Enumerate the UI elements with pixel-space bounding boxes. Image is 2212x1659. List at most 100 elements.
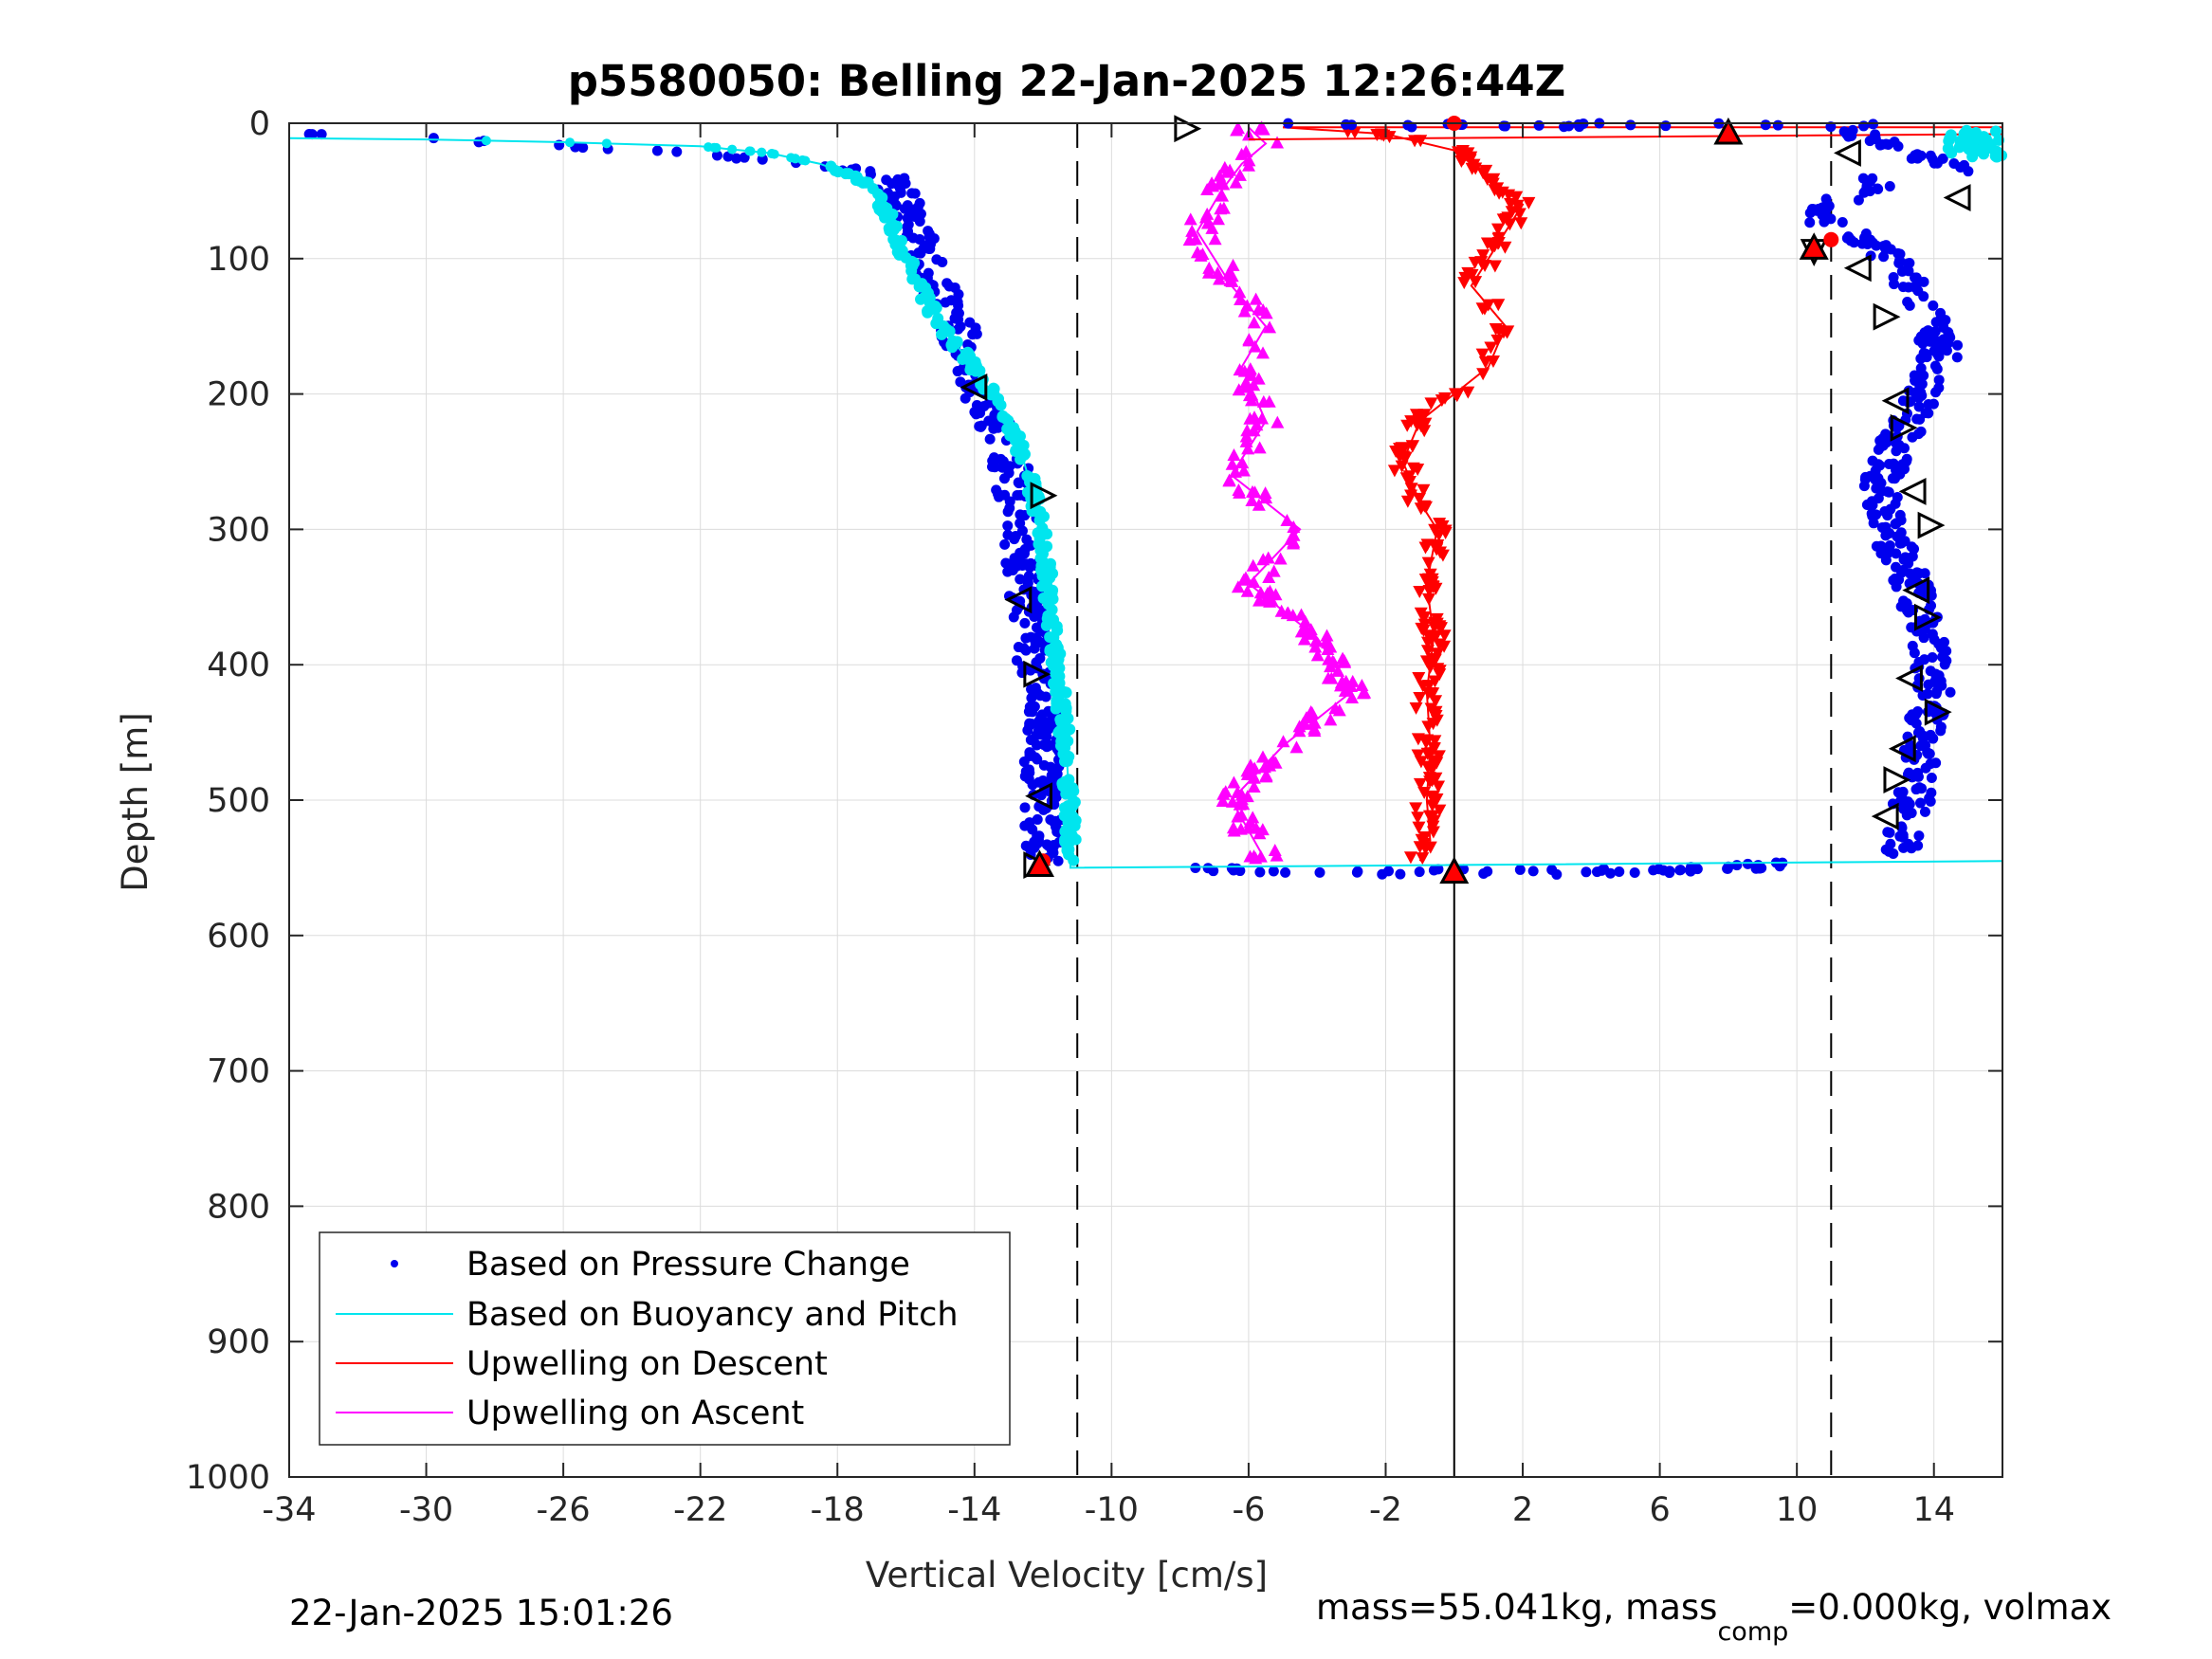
x-tick-label: -14	[947, 1491, 1001, 1529]
pressure-marker	[1280, 866, 1291, 878]
descent-marker	[1409, 702, 1423, 715]
pressure-marker	[996, 462, 1008, 473]
pressure-marker	[1202, 863, 1214, 874]
descent-marker	[1461, 386, 1475, 399]
pressure-marker	[1016, 525, 1028, 537]
x-tick-label: -22	[673, 1491, 727, 1529]
pressure-marker	[1861, 180, 1873, 191]
buoyancy-marker	[1041, 528, 1053, 540]
ascent-marker	[1233, 285, 1247, 299]
pressure-marker	[1514, 864, 1526, 875]
legend-label-pressure: Based on Pressure Change	[466, 1246, 910, 1284]
x-tick-label: 6	[1649, 1491, 1670, 1529]
descent-marker	[1413, 691, 1427, 704]
y-axis-label: Depth [m]	[115, 712, 155, 891]
buoyancy-marker	[1052, 653, 1065, 665]
event-markers	[960, 115, 1971, 884]
ascent-marker	[1216, 794, 1230, 808]
pressure-marker	[1019, 802, 1031, 813]
pressure-marker	[1843, 231, 1855, 243]
ascent-marker	[1280, 514, 1294, 527]
pressure-marker	[1926, 330, 1937, 341]
pressure-marker	[1933, 374, 1945, 386]
footer-mass-suffix: =0.000kg, volmax	[1788, 1587, 2111, 1628]
ascent-marker	[1247, 575, 1261, 589]
descent-marker	[1478, 356, 1492, 369]
pressure-marker	[1033, 687, 1044, 699]
ascent-marker	[1252, 441, 1267, 454]
pressure-marker	[1022, 724, 1033, 736]
pressure-marker	[1912, 727, 1924, 738]
descent-marker	[1501, 211, 1515, 225]
pressure-marker	[1923, 679, 1934, 690]
pressure-marker	[1888, 458, 1899, 469]
pressure-marker	[1478, 867, 1490, 879]
x-tick-label: -6	[1232, 1491, 1265, 1529]
ascent-marker	[1271, 136, 1285, 149]
descent-marker	[1412, 414, 1426, 428]
ascent-marker	[1247, 316, 1261, 329]
pressure-marker	[1911, 277, 1923, 288]
open-triangle-marker	[1025, 782, 1052, 811]
pressure-marker	[1772, 119, 1783, 131]
ascent-marker	[1241, 821, 1255, 834]
descent-marker	[1404, 483, 1418, 496]
descent-marker	[1430, 793, 1444, 806]
pressure-marker	[1527, 866, 1539, 877]
descent-marker	[1490, 334, 1505, 347]
pressure-marker	[1015, 547, 1026, 558]
y-tick-label: 100	[207, 241, 270, 279]
open-triangle-marker	[1924, 698, 1952, 726]
open-triangle-marker	[1902, 576, 1930, 605]
pressure-marker	[1963, 166, 1974, 177]
pressure-marker	[1928, 300, 1939, 311]
ascent-marker	[1182, 233, 1197, 246]
descent-marker	[1435, 549, 1450, 562]
descent-marker	[1412, 821, 1426, 834]
buoyancy-marker	[1059, 741, 1071, 754]
pressure-marker	[945, 295, 957, 306]
series	[288, 118, 2008, 880]
pressure-marker	[1941, 655, 1952, 666]
pressure-marker	[1880, 138, 1892, 150]
pressure-marker	[1046, 845, 1057, 856]
buoyancy-marker	[978, 383, 990, 395]
pressure-marker	[1032, 813, 1043, 825]
descent-marker	[1437, 640, 1452, 653]
y-tick-label: 800	[207, 1188, 270, 1226]
pressure-marker	[1914, 413, 1926, 425]
x-axis-ticks: -34 -30 -26 -22 -18 -14 -10 -6 -2 2 6 10 14	[262, 123, 1955, 1529]
descent-marker	[1484, 341, 1498, 355]
ascent-points	[1182, 120, 1372, 865]
descent-marker	[1514, 217, 1528, 230]
descent-marker	[1423, 747, 1437, 760]
pressure-marker	[306, 129, 318, 140]
descent-marker	[1397, 443, 1411, 456]
buoyancy-marker	[1050, 702, 1062, 715]
buoyancy-marker	[1961, 124, 1973, 137]
pressure-marker	[1888, 848, 1899, 859]
ascent-marker	[1271, 415, 1285, 428]
descent-marker	[1429, 772, 1443, 785]
pressure-marker	[984, 433, 996, 445]
pressure-marker	[1898, 595, 1910, 607]
descent-marker	[1491, 299, 1506, 312]
pressure-marker	[988, 423, 999, 434]
descent-marker	[1428, 675, 1442, 688]
open-triangle-marker	[1917, 511, 1946, 539]
buoyancy-points	[481, 124, 2008, 866]
pressure-marker	[1903, 767, 1914, 778]
pressure-marker	[1928, 733, 1939, 744]
ascent-marker	[1225, 457, 1239, 470]
ascent-marker	[1320, 629, 1334, 642]
ascent-marker	[1321, 635, 1335, 648]
pressure-marker	[671, 146, 683, 157]
descent-marker	[1504, 197, 1518, 210]
pressure-marker	[1581, 866, 1592, 878]
descent-marker	[1413, 586, 1427, 599]
open-triangle-marker	[1871, 802, 1899, 830]
descent-points	[1341, 125, 1536, 866]
buoyancy-marker	[905, 264, 918, 277]
pressure-marker	[1882, 510, 1893, 521]
pressure-marker	[1929, 360, 1941, 372]
